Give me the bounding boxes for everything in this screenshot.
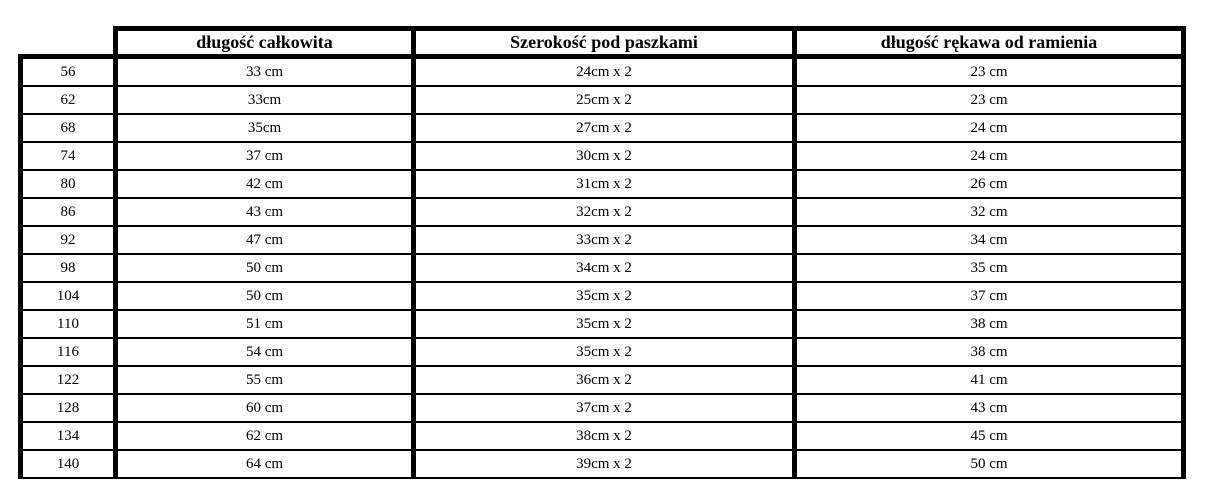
total-length-cell: 47 cm (113, 225, 416, 255)
sleeve-from-shoulder-cell: 41 cm (792, 365, 1186, 395)
column-header-total-length: długość całkowita (113, 26, 416, 59)
sleeve-from-shoulder-cell: 23 cm (792, 85, 1186, 115)
size-cell: 110 (18, 309, 118, 339)
total-length-cell: 42 cm (113, 169, 416, 199)
sleeve-from-shoulder-cell: 24 cm (792, 141, 1186, 171)
sleeve-from-shoulder-cell: 50 cm (792, 449, 1186, 479)
total-length-cell: 64 cm (113, 449, 416, 479)
width-under-arms-cell: 24cm x 2 (411, 55, 797, 87)
size-cell: 68 (18, 113, 118, 143)
size-cell: 128 (18, 393, 118, 423)
width-under-arms-cell: 30cm x 2 (411, 141, 797, 171)
width-under-arms-cell: 33cm x 2 (411, 225, 797, 255)
sleeve-from-shoulder-cell: 43 cm (792, 393, 1186, 423)
width-under-arms-cell: 35cm x 2 (411, 337, 797, 367)
width-under-arms-cell: 32cm x 2 (411, 197, 797, 227)
size-cell: 140 (18, 449, 118, 479)
total-length-cell: 55 cm (113, 365, 416, 395)
width-under-arms-cell: 36cm x 2 (411, 365, 797, 395)
total-length-cell: 43 cm (113, 197, 416, 227)
table-row: 80 42 cm 31cm x 2 26 cm (18, 169, 1186, 199)
total-length-cell: 50 cm (113, 281, 416, 311)
size-cell: 92 (18, 225, 118, 255)
width-under-arms-cell: 38cm x 2 (411, 421, 797, 451)
corner-blank-cell (20, 28, 116, 57)
sleeve-from-shoulder-cell: 37 cm (792, 281, 1186, 311)
table-row: 104 50 cm 35cm x 2 37 cm (18, 281, 1186, 311)
size-chart-table: długość całkowita Szerokość pod paszkami… (18, 26, 1186, 479)
table-row: 140 64 cm 39cm x 2 50 cm (18, 449, 1186, 479)
table-row: 68 35cm 27cm x 2 24 cm (18, 113, 1186, 143)
width-under-arms-cell: 27cm x 2 (411, 113, 797, 143)
size-cell: 116 (18, 337, 118, 367)
column-header-width-under-arms: Szerokość pod paszkami (411, 26, 797, 59)
sleeve-from-shoulder-cell: 26 cm (792, 169, 1186, 199)
total-length-cell: 50 cm (113, 253, 416, 283)
total-length-cell: 62 cm (113, 421, 416, 451)
sleeve-from-shoulder-cell: 32 cm (792, 197, 1186, 227)
size-cell: 134 (18, 421, 118, 451)
width-under-arms-cell: 39cm x 2 (411, 449, 797, 479)
table-row: 56 33 cm 24cm x 2 23 cm (18, 54, 1186, 87)
width-under-arms-cell: 31cm x 2 (411, 169, 797, 199)
sleeve-from-shoulder-cell: 38 cm (792, 309, 1186, 339)
column-header-sleeve-from-shoulder: długość rękawa od ramienia (792, 26, 1186, 59)
total-length-cell: 54 cm (113, 337, 416, 367)
size-cell: 80 (18, 169, 118, 199)
width-under-arms-cell: 34cm x 2 (411, 253, 797, 283)
total-length-cell: 33cm (113, 85, 416, 115)
size-cell: 122 (18, 365, 118, 395)
table-row: 98 50 cm 34cm x 2 35 cm (18, 253, 1186, 283)
sleeve-from-shoulder-cell: 34 cm (792, 225, 1186, 255)
total-length-cell: 60 cm (113, 393, 416, 423)
size-cell: 104 (18, 281, 118, 311)
sleeve-from-shoulder-cell: 24 cm (792, 113, 1186, 143)
table-row: 86 43 cm 32cm x 2 32 cm (18, 197, 1186, 227)
sleeve-from-shoulder-cell: 45 cm (792, 421, 1186, 451)
table-row: 122 55 cm 36cm x 2 41 cm (18, 365, 1186, 395)
sleeve-from-shoulder-cell: 35 cm (792, 253, 1186, 283)
size-cell: 86 (18, 197, 118, 227)
size-cell: 98 (18, 253, 118, 283)
total-length-cell: 35cm (113, 113, 416, 143)
total-length-cell: 37 cm (113, 141, 416, 171)
sleeve-from-shoulder-cell: 23 cm (792, 55, 1186, 87)
table-row: 134 62 cm 38cm x 2 45 cm (18, 421, 1186, 451)
table-row: 92 47 cm 33cm x 2 34 cm (18, 225, 1186, 255)
width-under-arms-cell: 37cm x 2 (411, 393, 797, 423)
table-row: 116 54 cm 35cm x 2 38 cm (18, 337, 1186, 367)
table-row: 62 33cm 25cm x 2 23 cm (18, 85, 1186, 115)
width-under-arms-cell: 35cm x 2 (411, 309, 797, 339)
size-cell: 74 (18, 141, 118, 171)
total-length-cell: 33 cm (113, 55, 416, 87)
sleeve-from-shoulder-cell: 38 cm (792, 337, 1186, 367)
size-cell: 56 (18, 54, 118, 87)
total-length-cell: 51 cm (113, 309, 416, 339)
table-row: 74 37 cm 30cm x 2 24 cm (18, 141, 1186, 171)
size-cell: 62 (18, 85, 118, 115)
width-under-arms-cell: 25cm x 2 (411, 85, 797, 115)
width-under-arms-cell: 35cm x 2 (411, 281, 797, 311)
table-row: 110 51 cm 35cm x 2 38 cm (18, 309, 1186, 339)
table-row: 128 60 cm 37cm x 2 43 cm (18, 393, 1186, 423)
header-row: długość całkowita Szerokość pod paszkami… (20, 26, 1186, 59)
